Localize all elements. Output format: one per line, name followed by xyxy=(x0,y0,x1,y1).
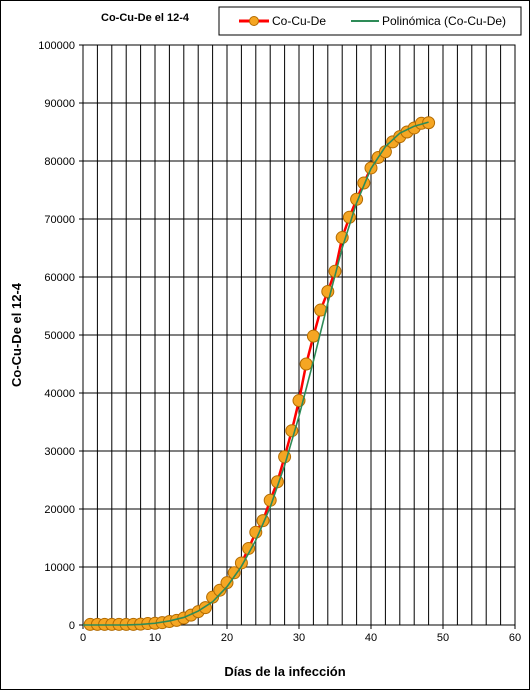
series-line-polinomica xyxy=(83,121,429,626)
data-point-co-cu-de xyxy=(285,424,299,438)
y-axis-ticks: 0 10000 20000 30000 40000 50000 60000 70000 8000… xyxy=(38,40,83,632)
x-axis-ticks: 0 10 20 30 40 50 60 xyxy=(80,625,521,644)
legend: Co-Cu-De Polinómica (Co-Cu-De) xyxy=(218,6,522,36)
grid-lines xyxy=(82,44,516,626)
legend-label-polinomica: Polinómica (Co-Cu-De) xyxy=(382,14,506,28)
x-tick-label: 10 xyxy=(149,632,161,644)
data-point-co-cu-de xyxy=(220,576,234,590)
y-tick-label: 0 xyxy=(69,620,75,632)
data-point-co-cu-de xyxy=(299,357,313,371)
y-tick-label: 100000 xyxy=(38,40,75,52)
legend-marker-co-cu-de xyxy=(249,16,259,26)
y-tick-label: 50000 xyxy=(44,330,75,342)
data-point-co-cu-de xyxy=(227,566,241,580)
x-tick-label: 40 xyxy=(365,632,377,644)
data-point-co-cu-de xyxy=(306,329,320,343)
chart-title: Co-Cu-De el 12-4 xyxy=(101,12,190,24)
x-tick-label: 20 xyxy=(221,632,233,644)
y-tick-label: 20000 xyxy=(44,504,75,516)
y-tick-label: 10000 xyxy=(44,562,75,574)
y-tick-label: 70000 xyxy=(44,214,75,226)
y-tick-label: 90000 xyxy=(44,98,75,110)
y-tick-label: 30000 xyxy=(44,446,75,458)
x-tick-label: 60 xyxy=(509,632,521,644)
y-tick-label: 40000 xyxy=(44,388,75,400)
y-tick-label: 80000 xyxy=(44,156,75,168)
y-axis-title: Co-Cu-De el 12-4 xyxy=(9,282,24,387)
x-tick-label: 50 xyxy=(437,632,449,644)
series-layer xyxy=(83,116,436,631)
x-axis-title: Días de la infección xyxy=(224,664,345,679)
x-tick-label: 30 xyxy=(293,632,305,644)
legend-label-co-cu-de: Co-Cu-De xyxy=(272,14,326,28)
x-tick-label: 0 xyxy=(80,632,86,644)
y-tick-label: 60000 xyxy=(44,272,75,284)
